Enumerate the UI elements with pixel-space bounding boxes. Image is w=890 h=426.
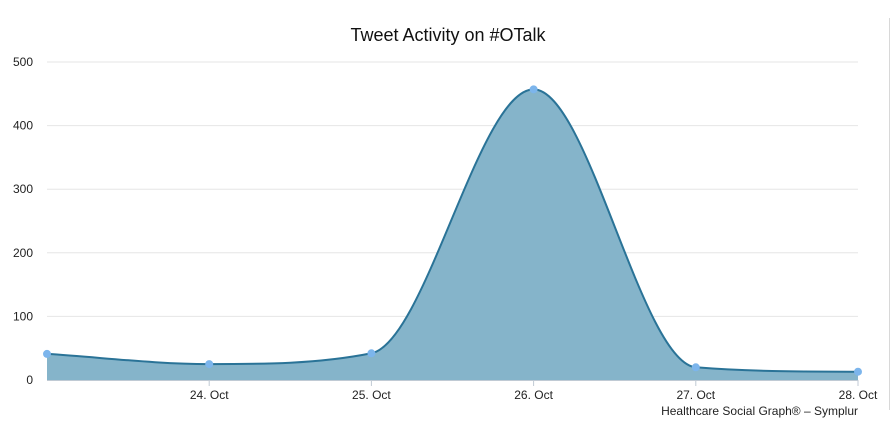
x-axis-labels: 24. Oct 25. Oct 26. Oct 27. Oct 28. Oct	[190, 388, 878, 402]
x-tick-label: 24. Oct	[190, 388, 229, 402]
grid-lines	[47, 61, 858, 317]
y-tick-label: 500	[13, 55, 33, 69]
chart-title: Tweet Activity on #OTalk	[350, 25, 546, 45]
data-point[interactable]	[854, 367, 862, 376]
data-point[interactable]	[205, 360, 214, 369]
x-tick-label: 27. Oct	[676, 388, 715, 402]
data-point[interactable]	[367, 349, 376, 358]
series-layer	[46, 88, 859, 381]
y-tick-label: 300	[13, 182, 33, 196]
data-point[interactable]	[691, 363, 700, 372]
x-tick-label: 25. Oct	[352, 388, 391, 402]
y-tick-label: 100	[13, 309, 33, 323]
data-point[interactable]	[43, 349, 51, 358]
x-axis-tick-marks	[208, 380, 859, 386]
chart-credit[interactable]: Healthcare Social Graph® – Symplur	[661, 404, 858, 418]
x-tick-label: 28. Oct	[839, 388, 878, 402]
series-area	[47, 89, 858, 381]
data-point-markers	[43, 85, 862, 376]
x-tick-label: 26. Oct	[514, 388, 553, 402]
y-tick-label: 200	[13, 246, 33, 260]
y-tick-label: 400	[13, 119, 33, 133]
y-axis-labels: 0 100 200 300 400 500	[13, 55, 33, 387]
y-tick-label: 0	[26, 373, 33, 387]
data-point[interactable]	[529, 85, 538, 94]
